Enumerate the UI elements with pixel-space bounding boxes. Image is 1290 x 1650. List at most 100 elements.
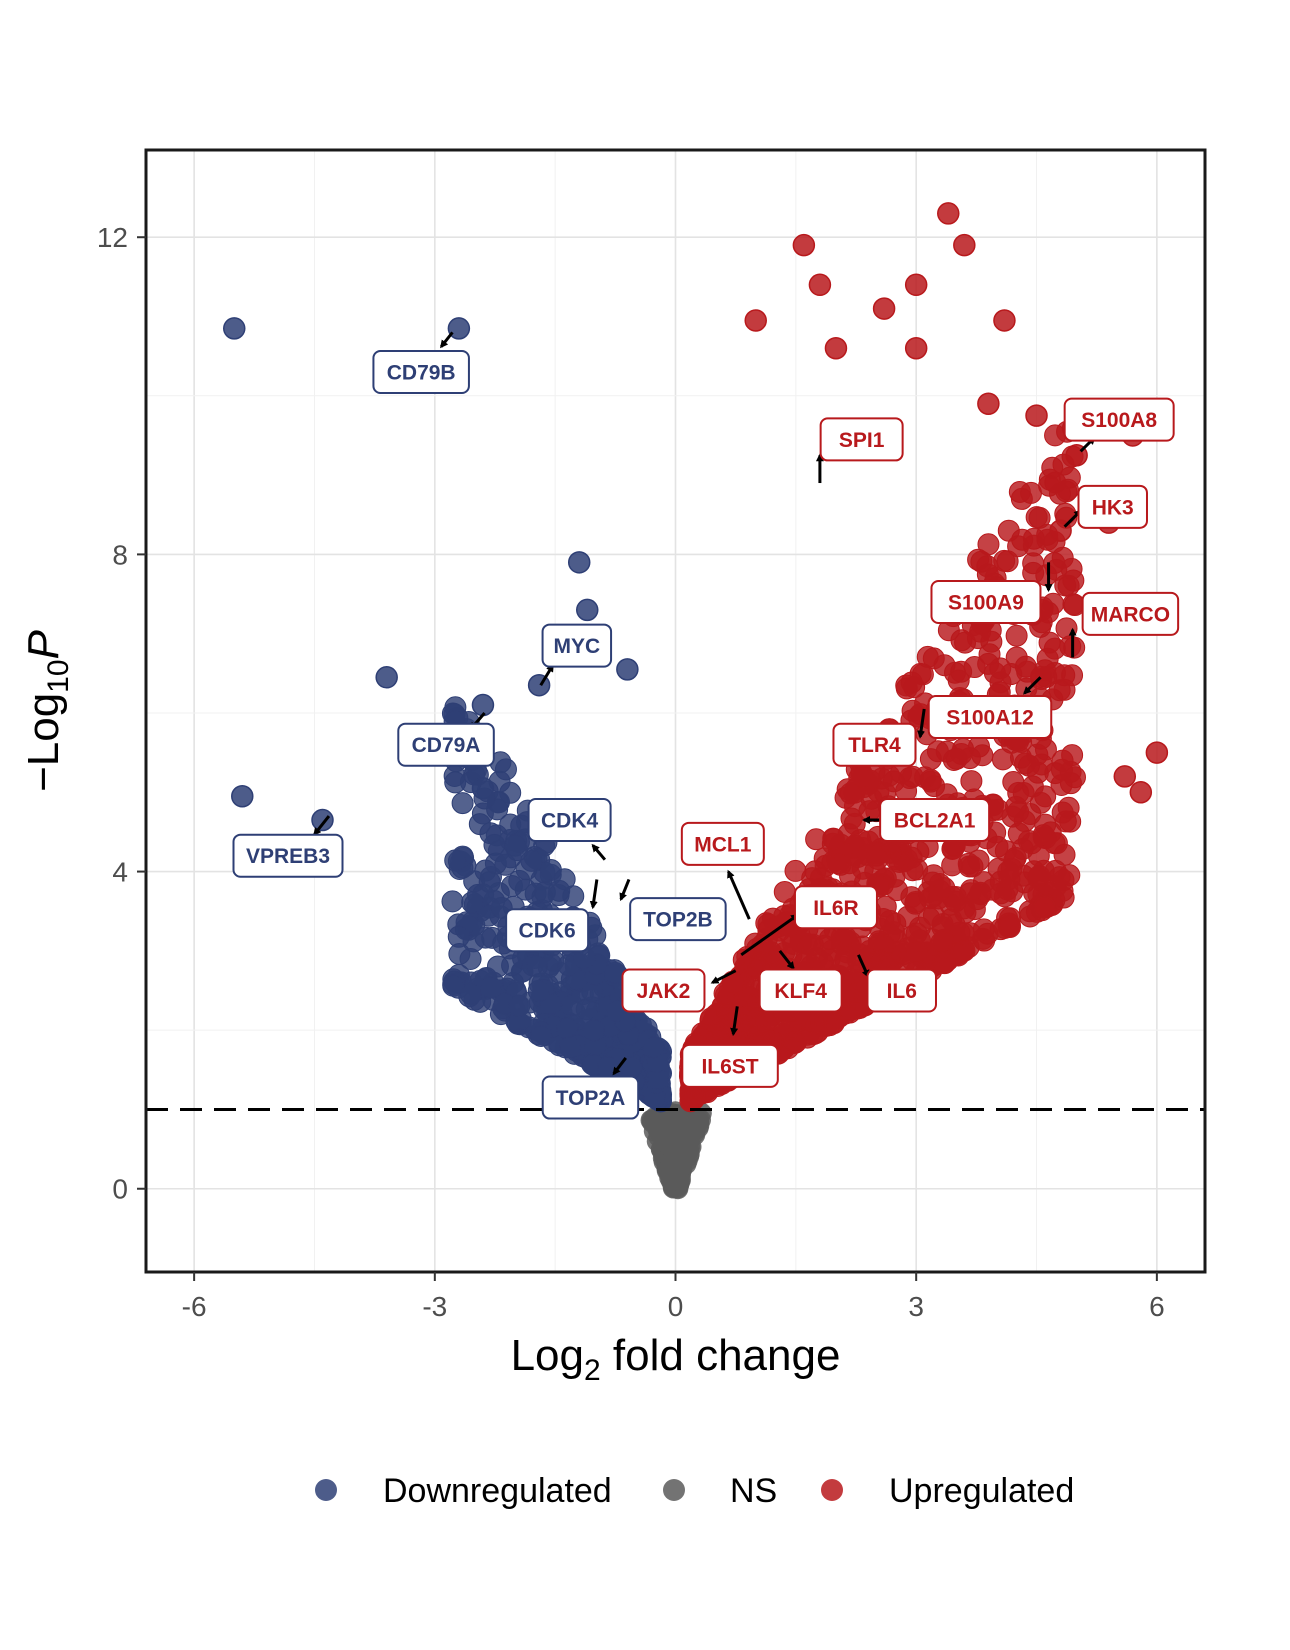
upregulated-outlier-point [744, 309, 767, 332]
upregulated-point [963, 898, 986, 921]
upregulated-point [907, 840, 930, 863]
upregulated-point [1048, 679, 1071, 702]
downregulated-point [494, 758, 517, 781]
y-tick-label: 8 [112, 539, 128, 570]
downregulated-outlier-point [223, 317, 246, 340]
downregulated-point [559, 1036, 582, 1059]
upregulated-outlier-point [953, 233, 976, 257]
gene-label-text: BCL2A1 [894, 810, 976, 833]
gene-label-cdk4: CDK4 [527, 798, 612, 861]
legend-item-ns: NS [663, 1472, 777, 1510]
gene-label-arrow [619, 878, 631, 902]
upregulated-point [732, 948, 755, 971]
downregulated-point [533, 881, 556, 904]
gene-label-bcl2a1: BCL2A1 [862, 798, 991, 843]
y-axis-title-prefix: −Log [19, 693, 68, 792]
ns-points [640, 1101, 712, 1200]
upregulated-point [977, 652, 1000, 675]
downregulated-points [441, 696, 673, 1113]
gene-label-box [629, 897, 727, 942]
y-axis-title-subscript: 10 [42, 659, 75, 692]
downregulated-point [483, 833, 506, 856]
upregulated-point [852, 765, 875, 788]
upregulated-point [922, 904, 945, 927]
gene-label-box [681, 1043, 779, 1088]
downregulated-outlier-point [231, 784, 254, 808]
gene-label-arrow [710, 969, 737, 984]
gene-label-box [879, 798, 991, 843]
upregulated-point [818, 947, 841, 970]
upregulated-outlier-point [1113, 765, 1137, 788]
upregulated-point [989, 882, 1012, 905]
upregulated-point [961, 855, 984, 878]
upregulated-point [933, 876, 956, 899]
upregulated-point [970, 550, 993, 573]
upregulated-point [933, 654, 956, 677]
gene-label-arrow [539, 663, 555, 687]
gene-label-box [793, 885, 878, 930]
x-axis-title-base: Log [511, 1331, 584, 1380]
gene-label-arrow [591, 843, 607, 861]
downregulated-point [582, 1019, 605, 1042]
gene-label-box [927, 694, 1053, 739]
upregulated-point [1029, 791, 1052, 814]
gene-label-hk3: HK3 [1063, 484, 1148, 529]
gene-label-spi1: SPI1 [815, 417, 904, 484]
gene-label-il6r: IL6R [740, 885, 878, 957]
gene-label-text: IL6R [813, 897, 859, 920]
x-tick-label: 0 [668, 1291, 684, 1322]
upregulated-point [814, 854, 837, 877]
downregulated-point [508, 994, 531, 1017]
gene-label-text: KLF4 [774, 980, 827, 1003]
upregulated-point [1022, 534, 1045, 557]
upregulated-point [1043, 832, 1066, 855]
upregulated-point [699, 1009, 722, 1032]
gene-label-box [372, 350, 470, 395]
upregulated-point [865, 841, 888, 864]
gene-label-box [232, 833, 344, 878]
upregulated-point [783, 1030, 806, 1053]
upregulated-point [971, 744, 994, 767]
upregulated-point [878, 764, 901, 787]
gene-label-text: MYC [553, 635, 600, 658]
upregulated-point [919, 748, 942, 771]
downregulated-point [527, 979, 550, 1002]
x-axis-title: Log2 fold change [511, 1331, 841, 1387]
gene-label-arrow [727, 869, 751, 920]
ns-point [665, 1136, 687, 1158]
upregulated-point [1060, 557, 1083, 580]
gene-label-box [1063, 397, 1175, 442]
upregulated-point [952, 939, 975, 962]
gene-label-tlr4: TLR4 [832, 708, 926, 767]
gene-label-text: S100A8 [1081, 409, 1157, 432]
upregulated-point [1044, 762, 1067, 785]
gene-label-box [621, 968, 706, 1013]
legend-label: Downregulated [383, 1472, 612, 1510]
upregulated-point [805, 828, 828, 851]
gene-label-text: SPI1 [839, 429, 885, 452]
downregulated-outlier-point [567, 551, 591, 574]
y-tick-label: 12 [97, 222, 128, 253]
upregulated-point [1038, 474, 1061, 497]
upregulated-outlier-point [993, 309, 1016, 332]
upregulated-point [1061, 744, 1084, 767]
upregulated-point [1059, 635, 1082, 658]
downregulated-outlier-point [576, 598, 599, 622]
gene-label-text: IL6 [887, 980, 917, 1003]
gene-label-top2a: TOP2A [541, 1057, 640, 1120]
gene-label-arrow [612, 1057, 627, 1076]
gene-label-text: CDK6 [519, 920, 576, 943]
downregulated-point [479, 976, 502, 999]
upregulated-outlier-point [1025, 404, 1048, 427]
upregulated-point [839, 782, 862, 805]
gene-label-text: TOP2A [556, 1087, 626, 1110]
upregulated-outlier-point [1033, 896, 1056, 919]
gene-label-box [527, 798, 612, 843]
y-tick-label: 0 [112, 1174, 128, 1205]
legend-item-upregulated: Upregulated [821, 1472, 1074, 1510]
upregulated-point [960, 770, 983, 793]
downregulated-point [478, 871, 501, 894]
legend: Downregulated NS Upregulated [315, 1472, 1074, 1510]
gene-label-text: S100A12 [946, 706, 1034, 729]
gene-label-arrow [917, 708, 926, 739]
